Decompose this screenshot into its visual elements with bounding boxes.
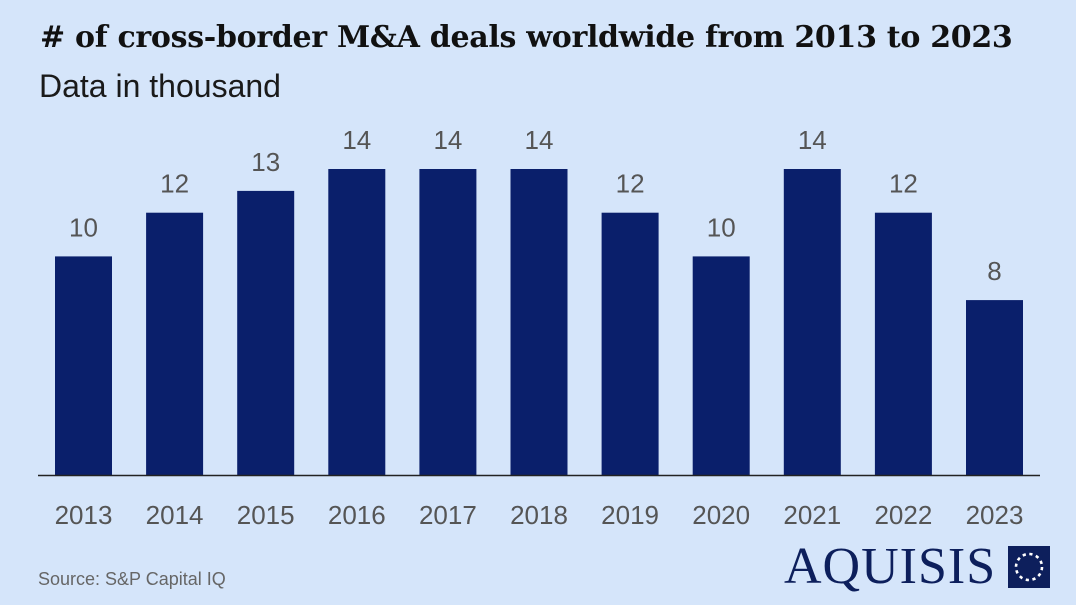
x-tick-label-2016: 2016 [328,500,386,530]
x-tick-label-2015: 2015 [237,500,295,530]
value-label-2019: 12 [616,169,645,199]
bars-group [55,169,1023,475]
x-tick-label-2020: 2020 [692,500,750,530]
x-tick-label-2018: 2018 [510,500,568,530]
value-label-2014: 12 [160,169,189,199]
bar-2018 [510,169,568,475]
chart-title: # of cross-border M&A deals worldwide fr… [40,20,1013,55]
x-tick-label-2023: 2023 [966,500,1024,530]
bar-2013 [55,256,112,475]
bar-2014 [146,212,204,475]
x-tick-label-2021: 2021 [783,500,841,530]
value-label-2013: 10 [69,212,98,242]
bar-2015 [237,190,295,475]
brand-logo: AQUISIS [784,537,1051,597]
value-label-2020: 10 [707,212,736,242]
bar-2016 [328,169,386,475]
x-tick-label-2014: 2014 [146,500,204,530]
value-label-2022: 12 [889,169,918,199]
bar-2020 [692,256,750,475]
bar-2019 [601,212,659,475]
bar-2022 [874,212,932,475]
bar-2023 [966,300,1023,475]
brand-name: AQUISIS [784,538,997,595]
source-note: Source: S&P Capital IQ [38,569,226,589]
bar-2017 [419,169,477,475]
bar-2021 [783,169,841,475]
dotted-circle-square-icon [1008,546,1051,588]
value-label-2015: 13 [251,147,280,177]
chart-subtitle: Data in thousand [39,68,281,104]
value-label-2021: 14 [798,125,827,155]
value-label-2018: 14 [525,125,554,155]
x-tick-label-2013: 2013 [55,500,113,530]
x-tick-label-2022: 2022 [874,500,932,530]
value-label-2017: 14 [433,125,462,155]
x-tick-label-2017: 2017 [419,500,477,530]
x-tick-label-2019: 2019 [601,500,659,530]
value-labels-group: 10 12 13 14 14 14 12 10 14 12 8 [69,125,1002,286]
x-tick-labels-group: 2013 2014 2015 2016 2017 2018 2019 2020 2021 2022… [55,500,1024,530]
value-label-2023: 8 [987,256,1001,286]
value-label-2016: 14 [342,125,371,155]
